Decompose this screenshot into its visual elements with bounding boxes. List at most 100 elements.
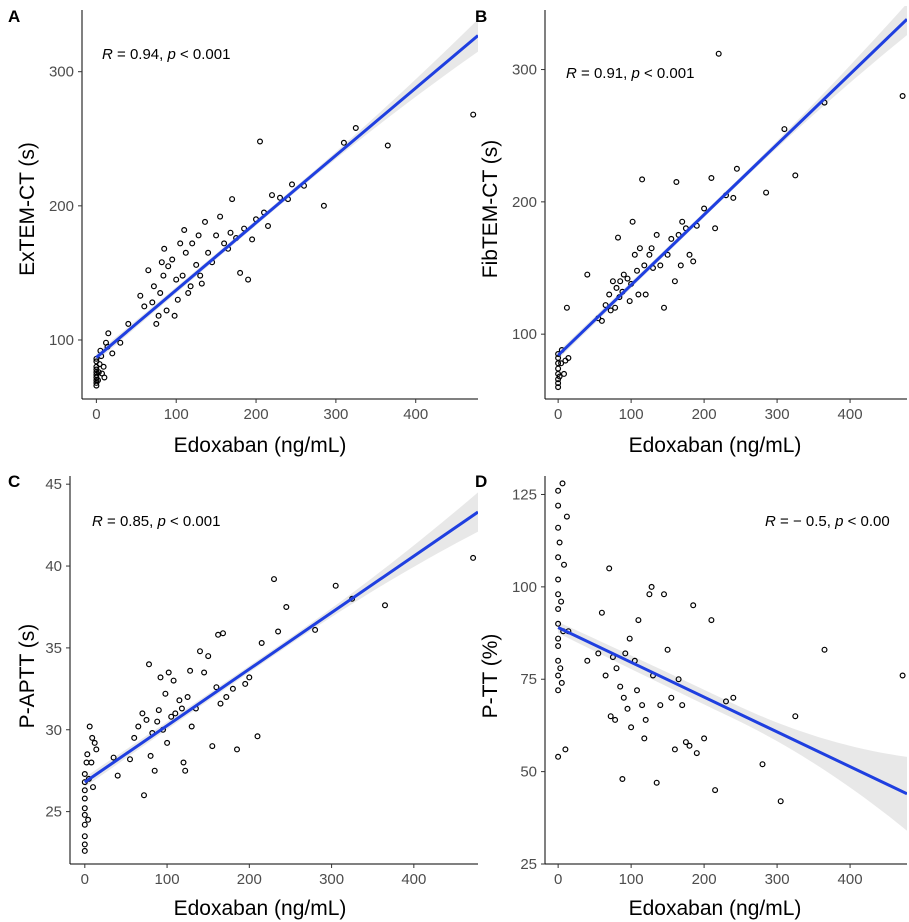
- y-tick-label: 25: [520, 856, 537, 873]
- data-point: [149, 299, 156, 306]
- data-point: [171, 312, 178, 319]
- data-point: [607, 713, 614, 720]
- data-point: [150, 283, 157, 290]
- y-axis-title-b: FibTEM-CT (s): [479, 140, 502, 278]
- panel-letter-c: C: [8, 472, 20, 491]
- stat-label-d: R = − 0.5, p < 0.00: [765, 513, 890, 530]
- data-point: [633, 267, 640, 274]
- data-point: [205, 653, 212, 660]
- panel-c: C P-APTT (s) Edoxaban (ng/mL) R = 0.85, …: [8, 472, 478, 920]
- data-point: [733, 165, 740, 172]
- data-point: [312, 626, 319, 633]
- data-point: [110, 754, 117, 761]
- data-point: [217, 700, 224, 707]
- regression-line-c: [83, 510, 478, 784]
- data-point: [91, 739, 98, 746]
- data-point: [271, 576, 278, 583]
- data-point: [584, 271, 591, 278]
- data-point: [595, 650, 602, 657]
- data-point: [555, 620, 562, 627]
- data-point: [555, 380, 562, 387]
- data-point: [653, 231, 660, 238]
- data-point: [242, 680, 249, 687]
- data-point: [139, 710, 146, 717]
- panel-letter-a: A: [8, 7, 20, 26]
- stat-label-b: R = 0.91, p < 0.001: [566, 65, 694, 82]
- data-point: [555, 384, 562, 391]
- data-point: [642, 716, 649, 723]
- data-point: [105, 330, 112, 337]
- data-point: [89, 784, 96, 791]
- confidence-band-d: [558, 621, 907, 831]
- data-point: [332, 582, 339, 589]
- y-tick-label: 300: [49, 64, 74, 81]
- x-tick-label: 200: [692, 406, 717, 423]
- x-tick-label: 200: [244, 406, 269, 423]
- data-point: [598, 317, 605, 324]
- data-point: [636, 245, 643, 252]
- data-point: [555, 687, 562, 694]
- y-tick-label: 35: [45, 640, 62, 657]
- data-point: [254, 733, 261, 740]
- plot-area-c: 0 100 200 300 400 25 30 35 40 45: [45, 476, 478, 888]
- data-point: [89, 734, 96, 741]
- data-point: [220, 630, 227, 637]
- data-point: [382, 602, 389, 609]
- data-point: [143, 716, 150, 723]
- y-axis-title-c: P-APTT (s): [16, 624, 39, 729]
- data-point: [657, 262, 664, 269]
- regression-line-a: [95, 34, 478, 359]
- data-point: [131, 734, 138, 741]
- data-point: [169, 256, 176, 263]
- y-tick-label: 300: [512, 62, 537, 79]
- x-axis-title-d: Edoxaban (ng/mL): [629, 897, 802, 920]
- data-point: [624, 705, 631, 712]
- data-point: [269, 192, 276, 199]
- data-point: [648, 583, 655, 590]
- data-point: [223, 693, 230, 700]
- data-point: [763, 189, 770, 196]
- y-axis-title-a: ExTEM-CT (s): [16, 142, 39, 276]
- data-point: [660, 304, 667, 311]
- data-point: [283, 603, 290, 610]
- data-point: [137, 292, 144, 299]
- data-point: [612, 304, 619, 311]
- data-point: [563, 513, 570, 520]
- data-point: [693, 750, 700, 757]
- data-point: [168, 713, 175, 720]
- data-point: [126, 756, 133, 763]
- data-point: [101, 374, 108, 381]
- data-point: [197, 648, 204, 655]
- data-point: [555, 753, 562, 760]
- data-point: [234, 746, 241, 753]
- y-tick-label: 45: [45, 476, 62, 493]
- data-point: [558, 598, 565, 605]
- data-point: [227, 229, 234, 236]
- data-point: [470, 554, 477, 561]
- stat-label-a: R = 0.94, p < 0.001: [102, 46, 230, 63]
- data-point: [81, 795, 88, 802]
- data-point: [641, 735, 648, 742]
- data-point: [173, 276, 180, 283]
- data-point: [165, 263, 172, 270]
- data-point: [620, 694, 627, 701]
- data-point: [157, 290, 164, 297]
- data-point: [642, 291, 649, 298]
- data-point: [153, 320, 160, 327]
- data-point: [205, 249, 212, 256]
- data-point: [620, 271, 627, 278]
- x-tick-label: 400: [838, 871, 863, 888]
- data-point: [759, 761, 766, 768]
- data-point: [340, 139, 347, 146]
- data-point: [686, 742, 693, 749]
- data-point: [155, 312, 162, 319]
- data-point: [612, 716, 619, 723]
- data-point: [258, 639, 265, 646]
- data-point: [209, 743, 216, 750]
- data-point: [559, 480, 566, 487]
- data-point: [821, 646, 828, 653]
- data-point: [609, 278, 616, 285]
- y-tick-label: 30: [45, 722, 62, 739]
- data-point: [558, 360, 565, 367]
